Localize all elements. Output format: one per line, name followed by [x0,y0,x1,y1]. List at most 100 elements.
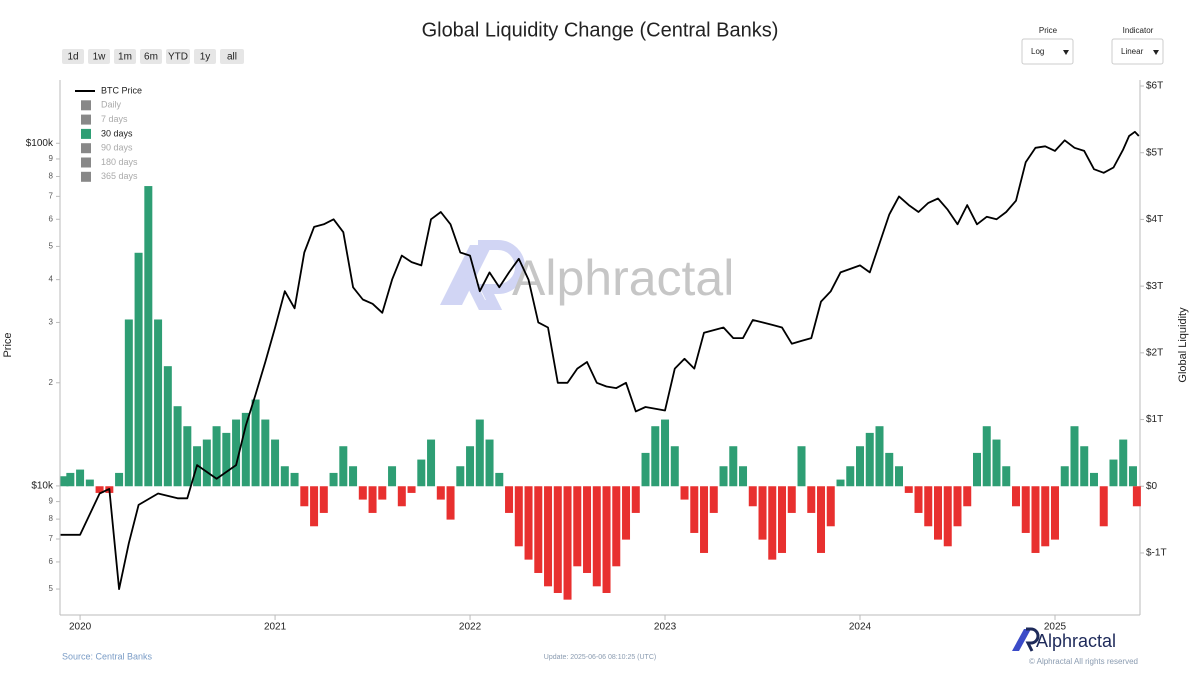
legend-item[interactable]: 90 days [81,143,133,154]
liquidity-bar [836,479,845,487]
range-button-label[interactable]: YTD [168,52,188,63]
liquidity-bars [60,186,1141,600]
range-button[interactable]: 1m [114,49,136,64]
legend-label[interactable]: BTC Price [101,85,142,95]
dropdown[interactable]: Log [1021,38,1074,65]
watermark-logo [440,245,492,305]
dropdown-box[interactable] [1111,38,1164,65]
liquidity-bar [524,486,533,560]
liquidity-bar [719,466,728,487]
y-tick-label: 5 [49,584,54,593]
range-button-label[interactable]: 6m [144,52,158,63]
y2-tick-label: $4T [1146,214,1163,225]
liquidity-bar [397,486,406,507]
legend-item[interactable]: 365 days [81,171,138,182]
range-button-label[interactable]: 1m [118,52,132,63]
liquidity-bar [875,426,884,487]
legend-swatch[interactable] [81,171,91,182]
liquidity-bar [953,486,962,527]
liquidity-bar [456,466,465,487]
liquidity-bar [748,486,757,507]
y-tick-label: 4 [49,275,54,284]
y-axis-title: Price [2,332,14,357]
legend-item[interactable]: Daily [81,100,122,111]
dropdown-arrow[interactable] [1063,50,1069,55]
dropdown[interactable]: Linear [1111,38,1164,65]
liquidity-bar [144,186,153,487]
legend-swatch[interactable] [81,128,91,139]
dropdown-box[interactable] [1021,38,1074,65]
liquidity-bar [1002,466,1011,487]
range-button-bg[interactable] [88,49,110,64]
liquidity-bar [436,486,445,500]
liquidity-bar [319,486,328,513]
range-button-bg[interactable] [194,49,216,64]
liquidity-bar [339,446,348,487]
dropdown-value[interactable]: Log [1031,47,1044,56]
liquidity-bar [992,439,1001,487]
legend-swatch[interactable] [81,157,91,168]
legend-label[interactable]: Daily [101,100,122,110]
liquidity-bar [768,486,777,560]
legend-label[interactable]: 30 days [101,128,133,138]
range-button[interactable]: 6m [140,49,162,64]
dropdown-value[interactable]: Linear [1121,47,1144,56]
range-button-bg[interactable] [220,49,244,64]
liquidity-bar [612,486,621,567]
range-button-label[interactable]: all [227,52,237,63]
liquidity-bar [661,419,670,487]
liquidity-bar [427,439,436,487]
range-button-bg[interactable] [166,49,190,64]
range-button-label[interactable]: 1d [67,52,78,63]
liquidity-bar [378,486,387,500]
range-button-bg[interactable] [114,49,136,64]
legend-label[interactable]: 180 days [101,157,138,167]
legend-item[interactable]: 30 days [81,128,133,139]
legend-label[interactable]: 7 days [101,114,128,124]
liquidity-bar [1089,472,1098,487]
range-button-bg[interactable] [140,49,162,64]
range-button[interactable]: YTD [166,49,190,64]
liquidity-bar [66,472,75,487]
source: Source: Central Banks [62,651,153,661]
range-button[interactable]: 1w [88,49,110,64]
liquidity-bar [1099,486,1108,527]
legend-item[interactable]: BTC Price [75,85,142,95]
range-button-label[interactable]: 1y [200,52,211,63]
y2-tick-label: $6T [1146,81,1163,92]
legend-swatch[interactable] [81,114,91,125]
control-label: Price [1039,26,1058,35]
liquidity-bar [544,486,553,587]
range-button[interactable]: all [220,49,244,64]
liquidity-bar [583,486,592,573]
dropdown-arrow[interactable] [1153,50,1159,55]
range-button[interactable]: 1d [62,49,84,64]
liquidity-bar [914,486,923,513]
range-button-label[interactable]: 1w [93,52,107,63]
range-button-bg[interactable] [62,49,84,64]
liquidity-bar [202,439,211,487]
liquidity-bar [690,486,699,533]
legend-label[interactable]: 365 days [101,171,138,181]
liquidity-bar [388,466,397,487]
y-tick-label: 7 [49,191,54,200]
liquidity-bar [1050,486,1059,540]
liquidity-bar [222,432,231,487]
legend-item[interactable]: 7 days [81,114,128,125]
liquidity-bar [261,419,270,487]
legend-swatch[interactable] [81,143,91,154]
btc-price-line [60,130,1140,590]
legend-swatch[interactable] [81,100,91,111]
legend-label[interactable]: 90 days [101,143,133,153]
y-tick-label: $10k [31,481,54,492]
liquidity-bar [670,446,679,487]
range-button[interactable]: 1y [194,49,216,64]
liquidity-bar [134,252,143,487]
liquidity-bar [758,486,767,540]
legend-item[interactable]: 180 days [81,157,138,168]
liquidity-bar [446,486,455,520]
y-tick-label: 5 [49,242,54,251]
liquidity-bar [943,486,952,547]
logo-mark [1025,627,1040,652]
